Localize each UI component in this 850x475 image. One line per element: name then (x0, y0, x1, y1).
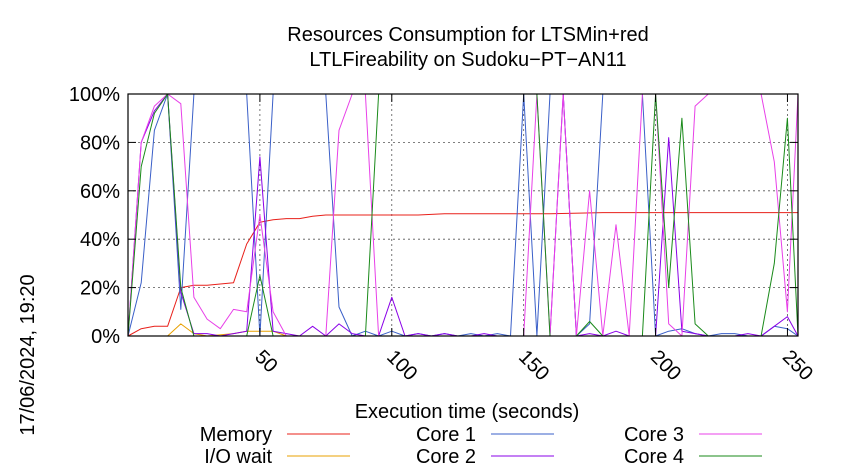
y-tick-label: 20% (80, 278, 120, 300)
y-tick-label: 80% (80, 132, 120, 154)
series-line-core-4 (127, 93, 799, 337)
series-line-core-2 (127, 93, 799, 337)
legend-label-core-4: Core 4 (624, 446, 684, 468)
series-line-core-3 (127, 93, 799, 337)
chart-subtitle: LTLFireability on Sudoku−PT−AN11 (309, 49, 626, 71)
plot-frame (127, 93, 799, 337)
series-lines (127, 93, 799, 337)
x-tick-label: 100 (382, 346, 421, 385)
x-tick-label: 250 (778, 346, 817, 385)
y-axis-ticks: 0% 20% 40% 60% 80% 100% (69, 84, 798, 348)
chart-title: Resources Consumption for LTSMin+red (287, 24, 648, 46)
legend-label-memory: Memory (200, 424, 272, 446)
legend-label-core-3: Core 3 (624, 424, 684, 446)
y-tick-label: 40% (80, 229, 120, 251)
series-line-memory (127, 212, 798, 337)
grid-lines (128, 94, 798, 336)
y-tick-label: 100% (69, 84, 120, 106)
legend-label-core-1: Core 1 (416, 424, 476, 446)
x-tick-label: 150 (514, 346, 553, 385)
legend-label-core-2: Core 2 (416, 446, 476, 468)
timestamp-label: 17/06/2024, 19:20 (17, 274, 39, 435)
y-tick-label: 60% (80, 181, 120, 203)
x-tick-label: 200 (646, 346, 685, 385)
x-tick-label: 50 (250, 346, 281, 377)
y-tick-label: 0% (91, 326, 120, 348)
series-line-core-1 (127, 93, 799, 337)
x-axis-label: Execution time (seconds) (355, 401, 580, 423)
legend-label-i-o-wait: I/O wait (204, 446, 272, 468)
